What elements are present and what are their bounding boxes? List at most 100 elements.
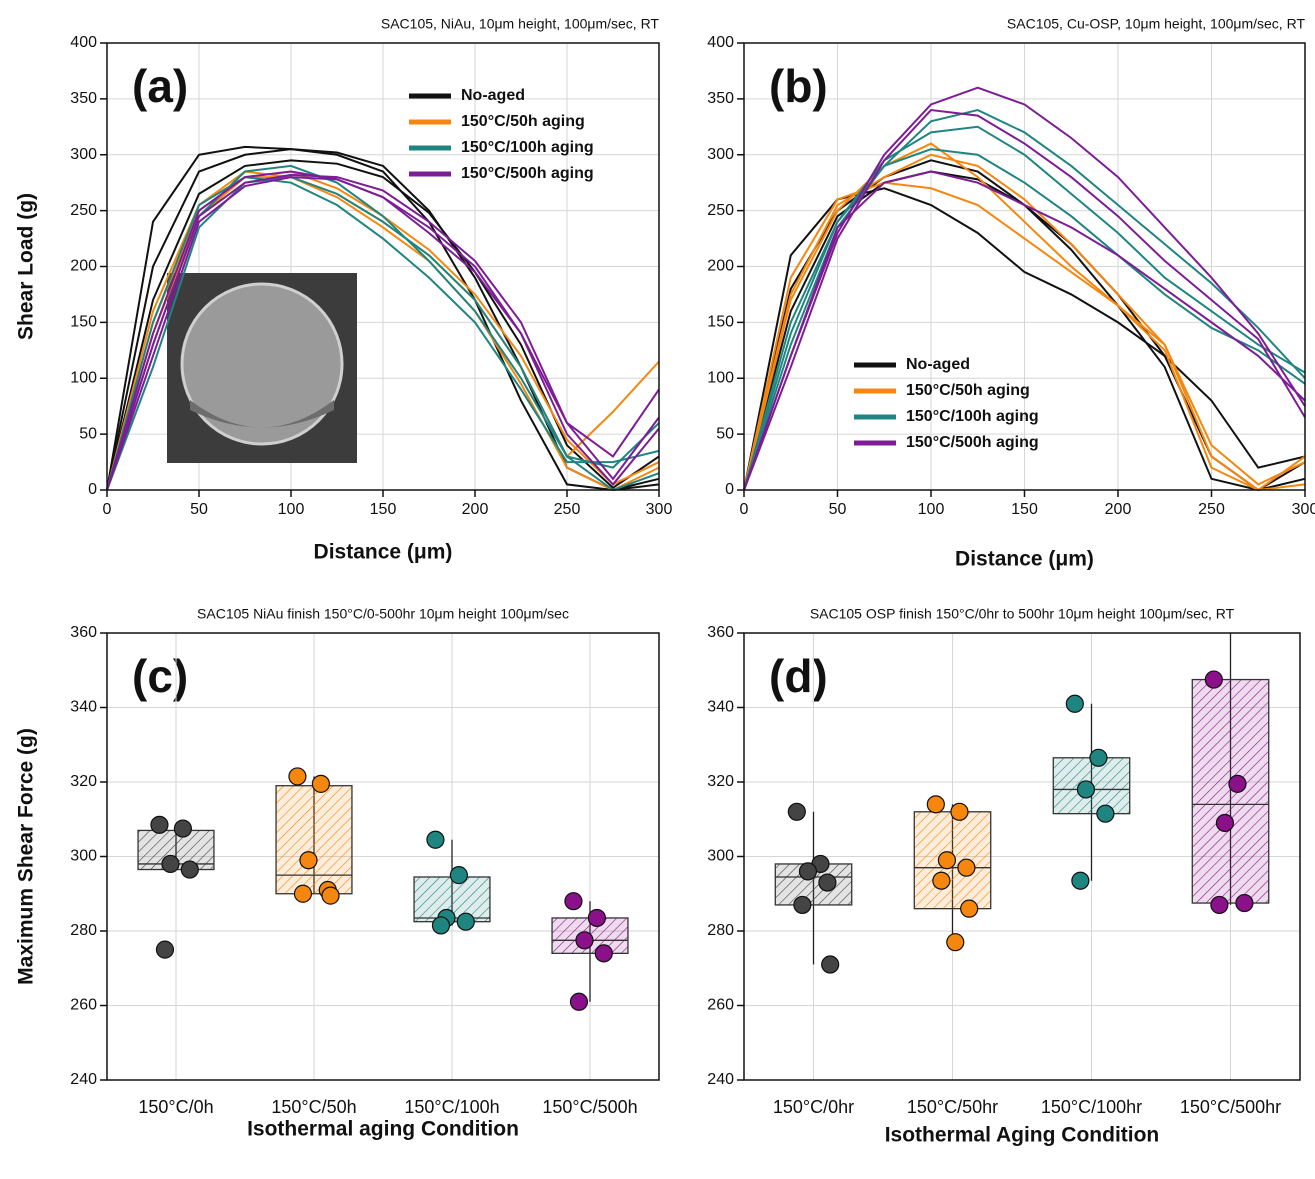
data-point [798, 862, 818, 881]
data-point [1204, 670, 1223, 689]
data-point [431, 916, 451, 935]
data-point [564, 892, 583, 911]
data-point [575, 931, 594, 950]
y-tick-label: 400 [70, 34, 97, 51]
data-point [1210, 895, 1229, 915]
data-point [1089, 748, 1108, 767]
data-point [793, 895, 812, 915]
panel-title: SAC105, Cu-OSP, 10μm height, 100μm/sec, … [1007, 16, 1306, 32]
y-tick-label: 300 [707, 146, 734, 163]
curve [743, 142, 1306, 492]
legend-label: 150°C/100h aging [906, 408, 1039, 425]
y-tick-label: 150 [70, 314, 97, 331]
data-point [426, 830, 445, 849]
y-tick-label: 340 [707, 699, 734, 716]
data-point [957, 858, 976, 877]
panel-title: SAC105, NiAu, 10μm height, 100μm/sec, RT [381, 16, 660, 32]
curve [743, 181, 1306, 492]
data-point [311, 774, 330, 793]
data-point [161, 854, 180, 874]
x-tick-label: 0 [103, 501, 112, 518]
panel-title: SAC105 NiAu finish 150°C/0-500hr 10μm he… [197, 606, 569, 622]
legend-label: 150°C/100h aging [461, 139, 594, 156]
data-point [787, 802, 806, 821]
y-tick-label: 150 [707, 314, 734, 331]
plot-frame [106, 42, 660, 491]
legend-label: 150°C/50h aging [906, 382, 1030, 399]
curve [743, 125, 1306, 491]
curve [743, 170, 1306, 491]
curve [106, 159, 660, 491]
x-tick-label: 150°C/500hr [1180, 1097, 1281, 1117]
y-tick-label: 300 [707, 848, 734, 865]
x-tick-label: 50 [190, 501, 208, 518]
legend-label: No-aged [906, 356, 970, 373]
data-point [1065, 694, 1084, 713]
y-tick-label: 100 [70, 369, 97, 386]
data-point [569, 992, 589, 1011]
y-tick-label: 50 [79, 425, 97, 442]
y-axis-title: Maximum Shear Force (g) [15, 728, 38, 985]
y-tick-label: 320 [70, 773, 97, 790]
x-tick-label: 100 [918, 501, 945, 518]
x-tick-label: 150°C/100hr [1041, 1097, 1142, 1117]
inset-fracture [190, 400, 334, 428]
panel-label: (c) [132, 650, 188, 702]
y-tick-label: 200 [70, 258, 97, 275]
y-tick-label: 320 [707, 773, 734, 790]
data-point [1071, 871, 1090, 890]
data-point [173, 819, 192, 838]
x-tick-label: 50 [829, 501, 847, 518]
data-point [456, 912, 475, 931]
data-point [321, 886, 340, 905]
curve [106, 176, 660, 491]
inset-image [167, 273, 357, 463]
data-point [299, 851, 318, 870]
x-tick-label: 150 [370, 501, 397, 518]
plot-frame [743, 42, 1306, 491]
curve [106, 176, 660, 491]
x-axis-title: Distance (μm) [955, 548, 1094, 571]
curve [743, 153, 1306, 491]
panel-label: (d) [769, 650, 828, 702]
x-tick-label: 150°C/50h [271, 1097, 356, 1117]
curve [106, 173, 660, 491]
x-tick-label: 0 [740, 501, 749, 518]
data-point [1215, 813, 1235, 833]
box [1191, 678, 1270, 904]
legend-label: 150°C/500h aging [906, 434, 1039, 451]
x-tick-label: 250 [554, 501, 581, 518]
y-tick-label: 240 [707, 1071, 734, 1088]
data-point [950, 802, 969, 821]
data-point [926, 795, 945, 814]
x-tick-label: 150°C/0h [138, 1097, 213, 1117]
x-axis-title: Distance (μm) [314, 541, 453, 564]
data-point [821, 955, 840, 974]
x-tick-label: 300 [646, 501, 673, 518]
y-tick-label: 300 [70, 848, 97, 865]
box [275, 785, 353, 895]
data-point [818, 873, 837, 892]
data-point [293, 884, 313, 903]
curve [106, 145, 660, 492]
data-point [1076, 780, 1096, 799]
data-point [1235, 893, 1254, 913]
y-tick-label: 400 [707, 34, 734, 51]
y-tick-label: 260 [70, 997, 97, 1014]
data-point [937, 851, 957, 870]
data-point [155, 940, 175, 959]
data-point [946, 933, 965, 952]
data-point [150, 815, 169, 834]
x-tick-label: 200 [1105, 501, 1132, 518]
x-tick-label: 200 [462, 501, 489, 518]
curve [106, 176, 660, 492]
y-tick-label: 300 [70, 146, 97, 163]
data-point [594, 944, 613, 963]
legend-label: 150°C/500h aging [461, 165, 594, 182]
data-point [1228, 774, 1247, 793]
data-point [180, 860, 199, 879]
plot-frame [106, 632, 660, 1081]
y-tick-label: 350 [707, 90, 734, 107]
y-axis-title: Shear Load (g) [15, 193, 38, 340]
